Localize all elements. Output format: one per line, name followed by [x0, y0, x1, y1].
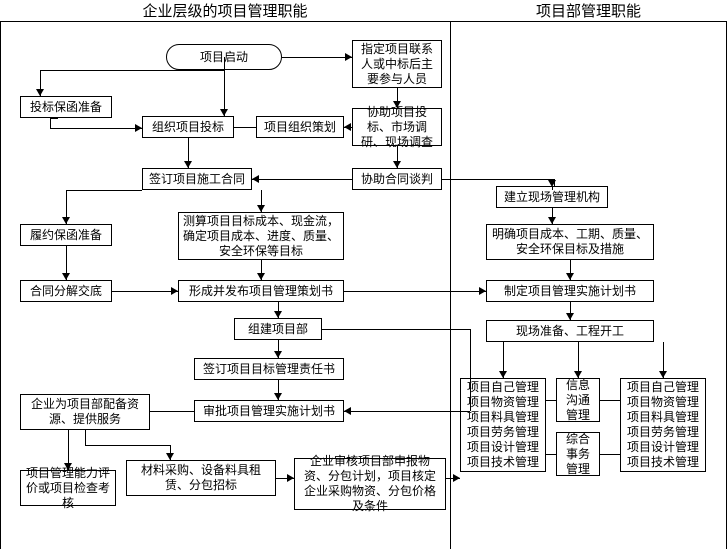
arrowhead: [166, 453, 174, 460]
edge-seg: [282, 57, 352, 58]
header-right: 项目部管理职能: [450, 0, 727, 22]
node-comp_affairs: 综合 事务 管理: [556, 432, 600, 476]
edge-seg: [546, 454, 556, 455]
node-form_publish: 形成并发布项目管理策划书: [178, 280, 344, 302]
arrowhead: [548, 217, 556, 224]
node-mat_procure: 材料采购、设备料具租赁、分包招标: [126, 460, 276, 496]
arrowhead: [574, 371, 582, 378]
edge-seg: [442, 179, 554, 180]
arrowhead: [62, 273, 70, 280]
node-measure_target: 测算项目目标成本、现金流，确定项目成本、进度、质量、安全环保等目标: [178, 212, 344, 260]
arrowhead: [345, 53, 352, 61]
arrowhead: [499, 371, 507, 378]
edge-seg: [344, 291, 486, 292]
arrowhead: [393, 161, 401, 168]
arrowhead: [274, 351, 282, 358]
edge-seg: [50, 118, 58, 119]
arrowhead: [36, 89, 44, 96]
edge-seg: [50, 118, 51, 128]
node-capability: 项目管理能力评价或项目检查考核: [20, 470, 116, 506]
arrowhead: [344, 123, 351, 131]
arrowhead: [659, 371, 667, 378]
arrowhead: [257, 205, 265, 212]
edge-seg: [470, 355, 471, 411]
edge-seg: [470, 329, 471, 355]
node-perf_bond: 履约保函准备: [20, 224, 112, 246]
node-audit_sub: 企业审核项目部申报物资、分包计划，项目核定企业采购物资、分包价格及条件: [294, 458, 446, 510]
arrowhead: [184, 161, 192, 168]
edge-seg: [150, 411, 194, 412]
arrowhead: [548, 180, 556, 187]
edge-seg: [85, 430, 86, 445]
edge-seg: [112, 291, 178, 292]
edge-seg: [224, 57, 225, 70]
node-clarify_costs: 明确项目成本、工期、质量、安全环保目标及措施: [486, 224, 654, 260]
arrowhead: [220, 109, 228, 116]
node-assist_bid: 协助项目投标、市场调研、现场调查: [352, 108, 442, 146]
edge-seg: [252, 179, 352, 180]
node-mgmt_list_left: 项目自己管理 项目物资管理 项目料具管理 项目劳务管理 项目设计管理 项目技术管…: [460, 378, 546, 472]
node-site_prep: 现场准备、工程开工: [486, 320, 654, 342]
arrowhead: [479, 287, 486, 295]
arrowhead: [135, 124, 142, 132]
edge-seg: [40, 70, 224, 71]
node-provide_res: 企业为项目部配备资源、提供服务: [20, 394, 150, 430]
edge-seg: [600, 454, 620, 455]
arrowhead: [566, 313, 574, 320]
edge-seg: [66, 190, 142, 191]
arrowhead: [252, 175, 259, 183]
edge-seg: [50, 128, 142, 129]
edge-seg: [85, 445, 170, 446]
node-make_plan: 制定项目管理实施计划书: [486, 280, 654, 302]
arrowhead: [287, 474, 294, 482]
node-org_plan: 项目组织策划: [256, 116, 344, 138]
arrowhead: [566, 273, 574, 280]
edge-seg: [234, 127, 256, 128]
node-assign_contact: 指定项目联系人或中标后主要参与人员: [352, 40, 442, 88]
edge-seg: [600, 400, 620, 401]
node-build_dept: 组建项目部: [234, 318, 322, 340]
node-info_comm: 信息 沟通 管理: [556, 378, 600, 422]
arrowhead: [393, 101, 401, 108]
node-bid_bond: 投标保函准备: [20, 96, 112, 118]
arrowhead: [64, 463, 72, 470]
edge-seg: [344, 411, 470, 412]
edge-seg: [546, 400, 556, 401]
arrowhead: [257, 273, 265, 280]
node-sign_resp: 签订项目目标管理责任书: [194, 358, 344, 380]
edge-seg: [322, 329, 470, 330]
node-org_bid: 组织项目投标: [142, 116, 234, 138]
node-assist_neg: 协助合同谈判: [352, 168, 442, 190]
column-divider: [450, 22, 451, 549]
node-contract_breakdown: 合同分解交底: [20, 280, 112, 302]
arrowhead: [171, 287, 178, 295]
arrowhead: [344, 407, 351, 415]
arrowhead: [274, 311, 282, 318]
arrowhead: [453, 474, 460, 482]
header-left: 企业层级的项目管理职能: [0, 0, 450, 22]
arrowhead: [62, 217, 70, 224]
arrowhead: [274, 393, 282, 400]
node-approve_plan: 审批项目管理实施计划书: [194, 400, 344, 422]
node-mgmt_list_right: 项目自己管理 项目物资管理 项目料具管理 项目劳务管理 项目设计管理 项目技术管…: [620, 378, 706, 472]
node-sign_contract: 签订项目施工合同: [142, 168, 252, 190]
